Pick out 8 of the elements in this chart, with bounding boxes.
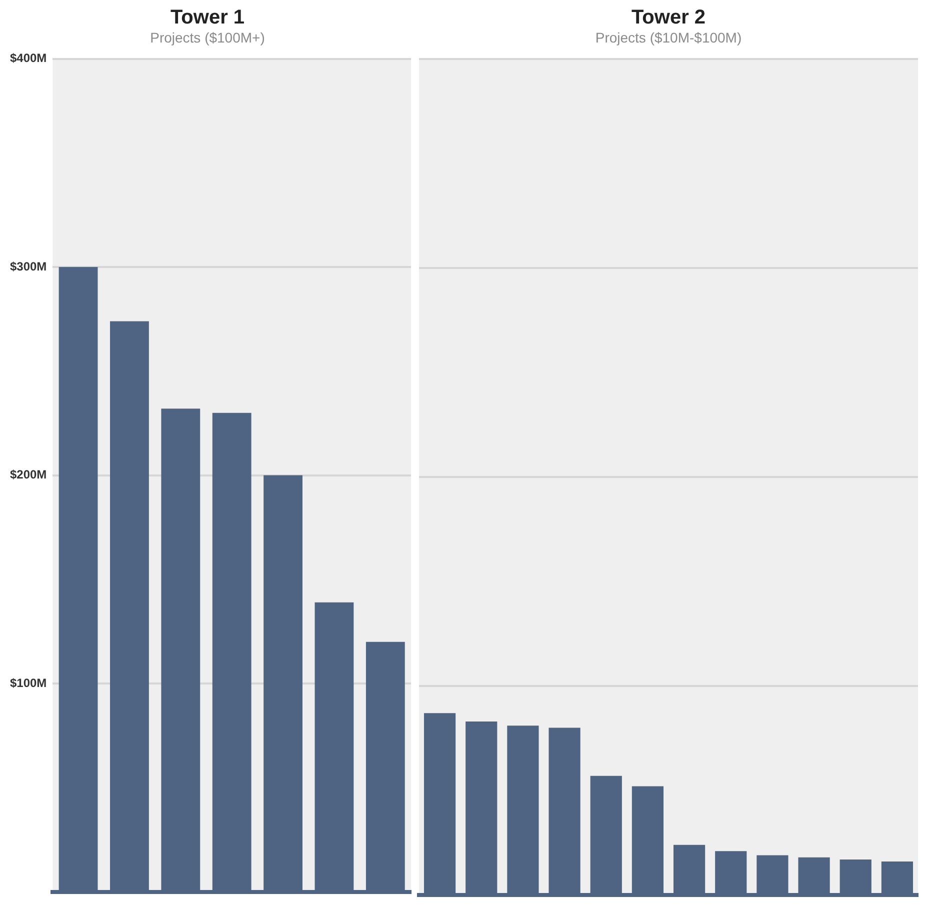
y-tick-label: $400M	[10, 51, 47, 66]
chart-subtitle: Projects ($100M+)	[150, 29, 265, 46]
chart-title: Tower 1	[170, 6, 245, 29]
y-tick-label: $300M	[10, 259, 47, 274]
y-tick-label: $200M	[10, 468, 47, 482]
chart-subtitle: Projects ($10M-$100M)	[595, 29, 742, 46]
chart-title: Tower 2	[631, 6, 706, 29]
y-tick-label: $100M	[10, 676, 47, 690]
